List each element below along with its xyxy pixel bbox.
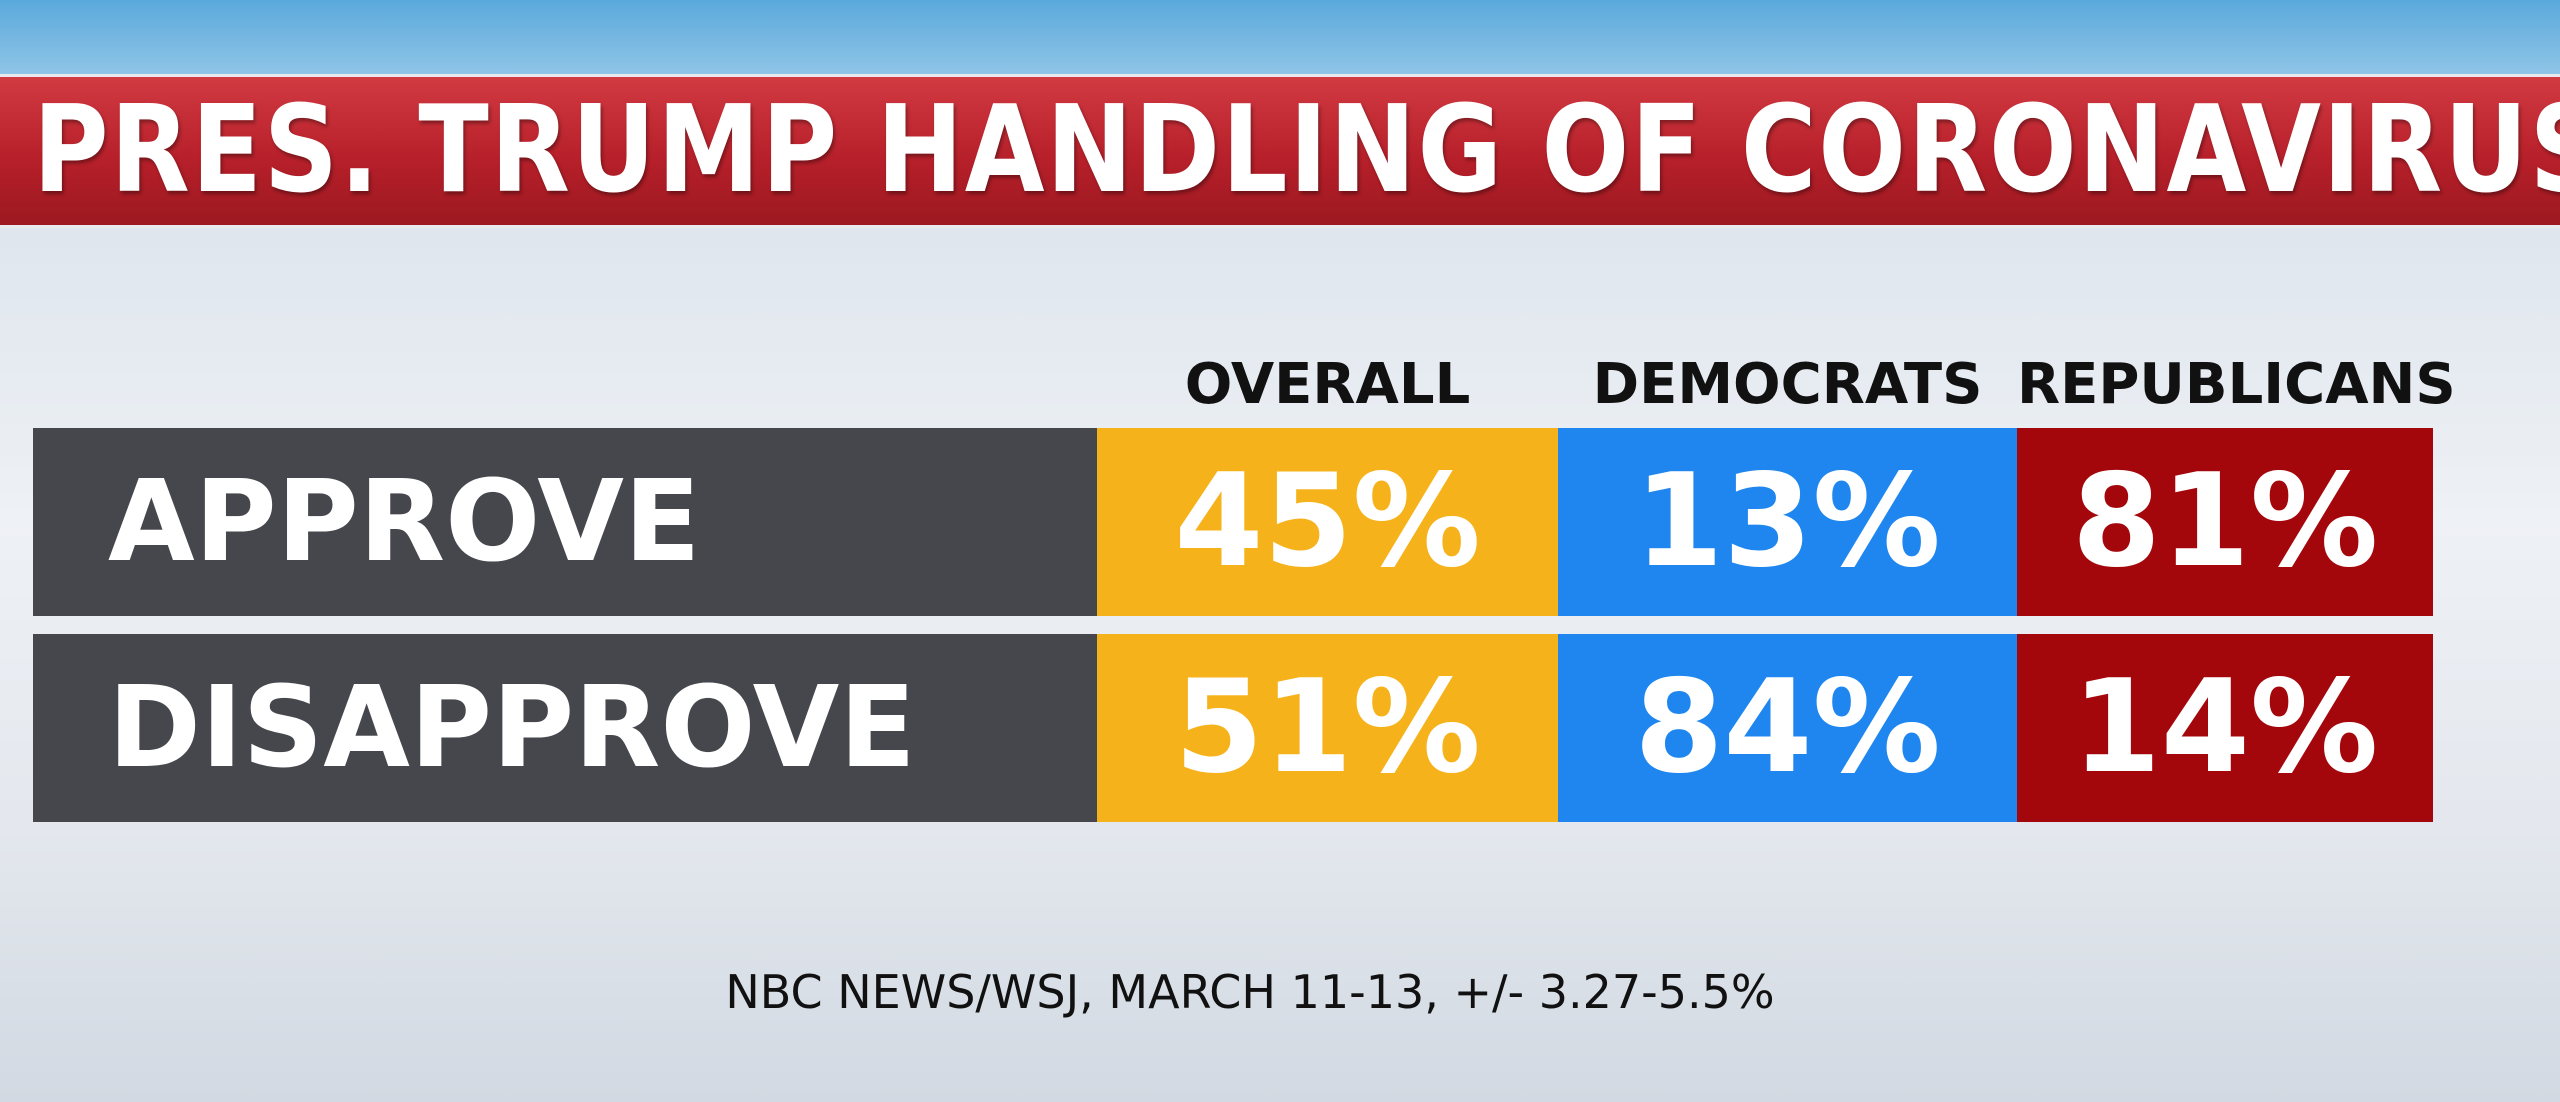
source-note: NBC NEWS/WSJ, MARCH 11-13, +/- 3.27-5.5%	[725, 965, 1775, 1019]
value-cell: 45%	[1097, 428, 1558, 616]
value-cell: 81%	[2017, 428, 2433, 616]
table-row: DISAPPROVE 51% 84% 14%	[33, 634, 2433, 822]
title: PRES. TRUMP HANDLING OF CORONAVIRUS	[33, 81, 2560, 220]
value-cell: 84%	[1558, 634, 2017, 822]
row-label: DISAPPROVE	[33, 634, 1097, 822]
column-header: REPUBLICANS	[2017, 352, 2456, 417]
title-band: PRES. TRUMP HANDLING OF CORONAVIRUS	[0, 74, 2560, 228]
row-label: APPROVE	[33, 428, 1097, 616]
value-cell: 13%	[1558, 428, 2017, 616]
value-cell: 14%	[2017, 634, 2433, 822]
table-row: APPROVE 45% 13% 81%	[33, 428, 2433, 616]
column-header: DEMOCRATS	[1592, 352, 1983, 417]
value-cell: 51%	[1097, 634, 1558, 822]
column-header: OVERALL	[1184, 352, 1471, 417]
